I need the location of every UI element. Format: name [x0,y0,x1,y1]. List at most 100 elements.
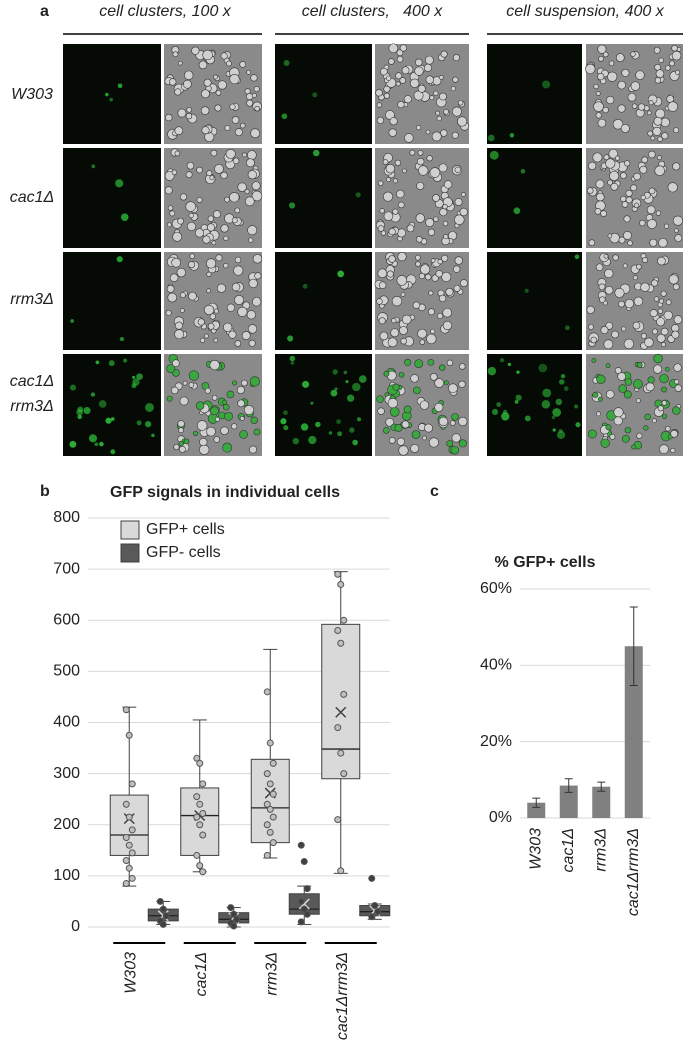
cell [403,405,412,414]
data-point [199,868,207,876]
data-point [374,908,382,916]
cell [241,379,248,387]
cell [429,167,441,178]
cell [593,83,599,90]
cell [385,163,396,174]
cell [602,51,609,58]
cell [450,86,456,92]
cell [654,63,662,71]
data-point [196,800,204,808]
cell [452,265,461,273]
data-point [196,759,204,767]
fluorescent-spot [556,430,566,440]
cell [633,296,644,307]
cell [166,222,172,228]
cell [446,359,454,367]
cell [188,261,196,269]
cell [386,177,392,183]
cell [454,214,465,225]
cell [410,374,419,383]
cell [246,69,252,75]
legend-label: GFP- cells [146,544,221,561]
fluorescent-spot [91,164,96,169]
cell [599,296,606,303]
cell [417,328,428,339]
cell [438,416,449,427]
cell [414,66,424,76]
fluorescent-spot [83,407,91,415]
cell [185,112,193,120]
cell [412,301,421,309]
cell [632,275,638,281]
cell [237,399,245,408]
cell [600,326,609,335]
x-tick-label: rrm3Δ [263,952,280,996]
row-label: cac1Δ [10,189,55,206]
cell [254,105,260,112]
cell [249,445,257,454]
cell [661,386,667,393]
cell [239,61,247,68]
cell [442,307,452,318]
cell [206,223,216,232]
cell [234,128,243,137]
cell [609,433,616,440]
cell [244,196,255,207]
cell [172,51,179,58]
cell [206,426,216,437]
fluorescent-spot [99,441,104,447]
cell [202,49,213,61]
cell [435,270,443,278]
cell [209,359,220,371]
data-point [334,724,342,732]
cell [170,386,179,395]
fluorescent-spot [105,417,112,424]
cell [621,434,630,443]
data-point [193,793,201,801]
cell [620,195,627,203]
cell [657,136,663,142]
fluorescent-spot [507,362,512,367]
cell [625,196,633,204]
fluorescent-spot [120,213,129,222]
data-point [196,862,204,870]
cell [378,317,386,325]
cell [388,58,395,65]
cell [377,225,385,232]
micrograph [586,353,683,456]
cell [174,150,181,157]
cell [396,437,405,446]
fluorescent-spot [346,394,355,402]
fluorescent-spot [487,134,495,142]
cell [214,104,222,112]
cell [244,189,250,195]
fluorescent-spot [332,369,338,375]
cell [661,400,668,406]
cell [615,53,625,63]
cell [213,337,219,343]
cell [388,437,396,444]
fluorescent-spot [69,440,77,448]
cell [656,333,666,343]
cell [202,235,211,244]
cell [433,216,439,222]
cell [226,60,232,67]
cell [598,55,604,62]
data-point [193,754,201,762]
cell [376,298,383,305]
cell [657,405,664,412]
cell [383,92,390,99]
cell [597,118,607,128]
cell [675,69,681,75]
x-tick-label: cac1Δrrm3Δ [625,828,642,916]
cell [177,217,184,225]
fluorescent-spot [356,417,362,422]
data-point [159,905,167,913]
micrograph [275,44,372,144]
data-point [368,874,376,882]
cell [671,330,680,339]
cell [457,100,464,106]
cell [213,74,218,80]
cell [602,106,609,114]
